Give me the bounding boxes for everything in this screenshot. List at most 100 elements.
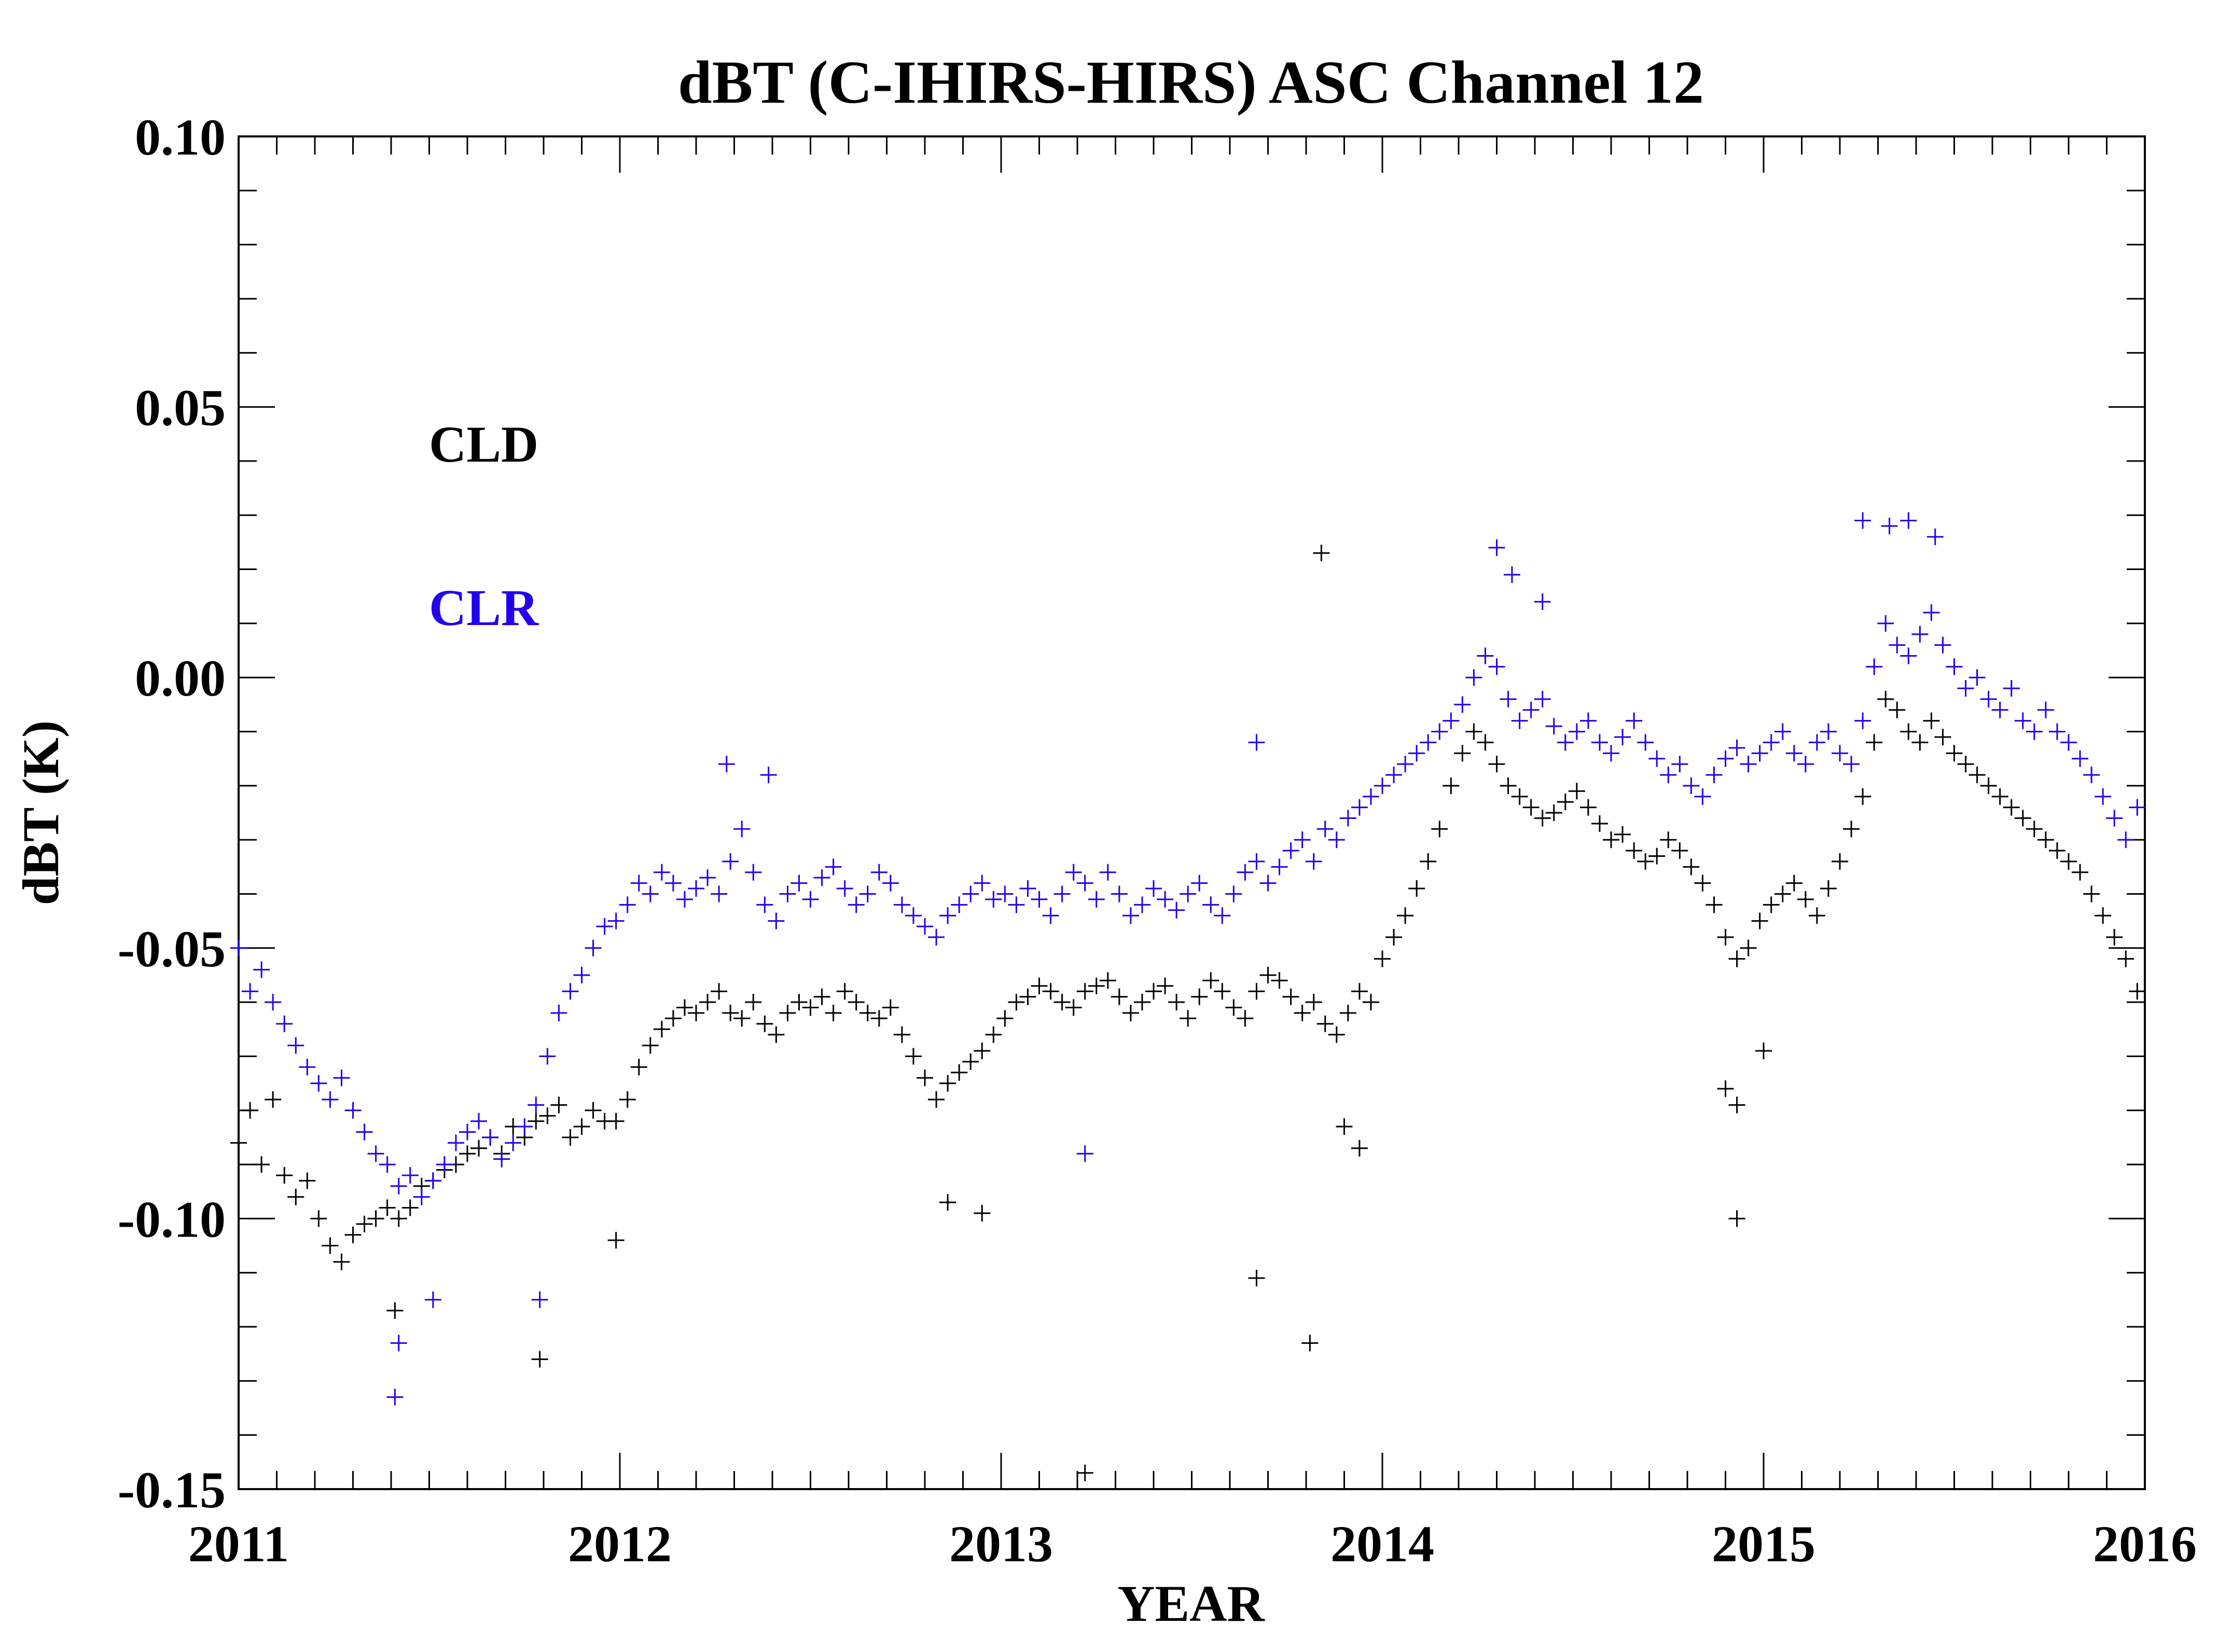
axis-ticks	[238, 135, 2146, 1490]
data-point	[836, 880, 853, 897]
data-point	[939, 1075, 956, 1092]
data-point	[1122, 907, 1139, 924]
data-point	[386, 1302, 404, 1319]
data-point	[2014, 712, 2031, 729]
data-point	[562, 983, 579, 1000]
data-point	[722, 1004, 739, 1021]
data-point	[951, 1064, 968, 1081]
data-point	[2014, 810, 2031, 827]
data-point	[996, 885, 1014, 903]
data-point	[1603, 745, 1619, 762]
data-point	[1545, 804, 1562, 821]
data-point	[1500, 690, 1517, 707]
data-point	[1088, 977, 1105, 994]
data-point	[939, 907, 956, 924]
data-point	[718, 756, 735, 773]
data-point	[859, 885, 876, 903]
data-point	[1843, 821, 1860, 838]
data-point	[813, 869, 830, 886]
data-point	[1328, 1026, 1345, 1043]
data-point	[1157, 891, 1174, 908]
data-point	[1099, 972, 1116, 989]
data-point	[642, 1037, 659, 1054]
data-point	[1076, 1464, 1093, 1481]
data-point	[265, 1091, 282, 1108]
data-point	[836, 983, 853, 1000]
data-point	[1991, 701, 2008, 718]
legend-clr: CLR	[429, 579, 539, 636]
data-point	[1477, 734, 1494, 751]
data-point	[619, 896, 636, 913]
data-point	[653, 1021, 670, 1038]
data-point	[1946, 745, 1963, 762]
data-point	[1088, 891, 1105, 908]
data-point	[1397, 756, 1414, 773]
data-point	[1443, 777, 1460, 794]
y-tick-label: -0.10	[118, 1190, 226, 1248]
data-point	[1717, 1080, 1734, 1098]
data-point	[539, 1107, 556, 1125]
data-point	[276, 1015, 293, 1032]
data-point	[1706, 896, 1723, 913]
chart-title: dBT (C-IHIRS-HIRS) ASC Channel 12	[678, 48, 1704, 116]
data-point	[1488, 756, 1505, 773]
data-point	[791, 874, 808, 892]
data-point	[379, 1199, 396, 1216]
data-point	[1454, 696, 1471, 713]
data-point	[310, 1075, 327, 1092]
data-point	[630, 874, 647, 892]
data-point	[1328, 831, 1345, 849]
data-point	[1248, 1270, 1265, 1287]
data-point	[1568, 723, 1585, 740]
data-point	[1808, 734, 1825, 751]
data-point	[1282, 988, 1299, 1005]
data-point	[1820, 723, 1837, 740]
data-point	[1076, 983, 1093, 1000]
data-point	[253, 1156, 270, 1173]
data-point	[1591, 815, 1608, 832]
data-point	[2095, 907, 2112, 924]
data-point	[2037, 831, 2054, 849]
data-point	[1145, 880, 1162, 897]
data-point	[1385, 766, 1403, 783]
data-point	[1728, 1096, 1745, 1114]
data-point	[2003, 799, 2020, 816]
data-point	[1305, 853, 1322, 870]
data-point	[1019, 988, 1036, 1005]
data-point	[1294, 831, 1311, 849]
data-point	[1614, 826, 1631, 843]
data-point	[322, 1237, 339, 1254]
data-point	[1877, 690, 1894, 707]
data-point	[1534, 593, 1551, 610]
data-points	[230, 512, 2146, 1481]
data-point	[607, 1113, 625, 1130]
data-point	[1465, 723, 1482, 740]
data-point	[1694, 788, 1711, 805]
data-point	[711, 885, 728, 903]
data-point	[1991, 788, 2008, 805]
data-point	[676, 891, 693, 908]
data-point	[653, 864, 670, 881]
data-point	[550, 1004, 567, 1021]
data-point	[905, 907, 922, 924]
data-point	[1248, 734, 1265, 751]
data-point	[1911, 734, 1929, 751]
data-point	[1157, 977, 1174, 994]
data-point	[722, 853, 739, 870]
data-point	[1111, 988, 1128, 1005]
data-point	[1579, 799, 1597, 816]
data-point	[1980, 777, 1997, 794]
data-point	[1557, 734, 1574, 751]
data-point	[760, 766, 777, 783]
data-point	[1934, 636, 1951, 654]
data-point	[1488, 539, 1505, 556]
data-point	[1808, 907, 1825, 924]
data-point	[1832, 853, 1848, 870]
data-point	[699, 869, 716, 886]
data-point	[802, 891, 819, 908]
data-point	[386, 1389, 404, 1406]
data-point	[1717, 750, 1734, 767]
data-point	[1336, 1118, 1353, 1135]
data-point	[619, 1091, 636, 1108]
